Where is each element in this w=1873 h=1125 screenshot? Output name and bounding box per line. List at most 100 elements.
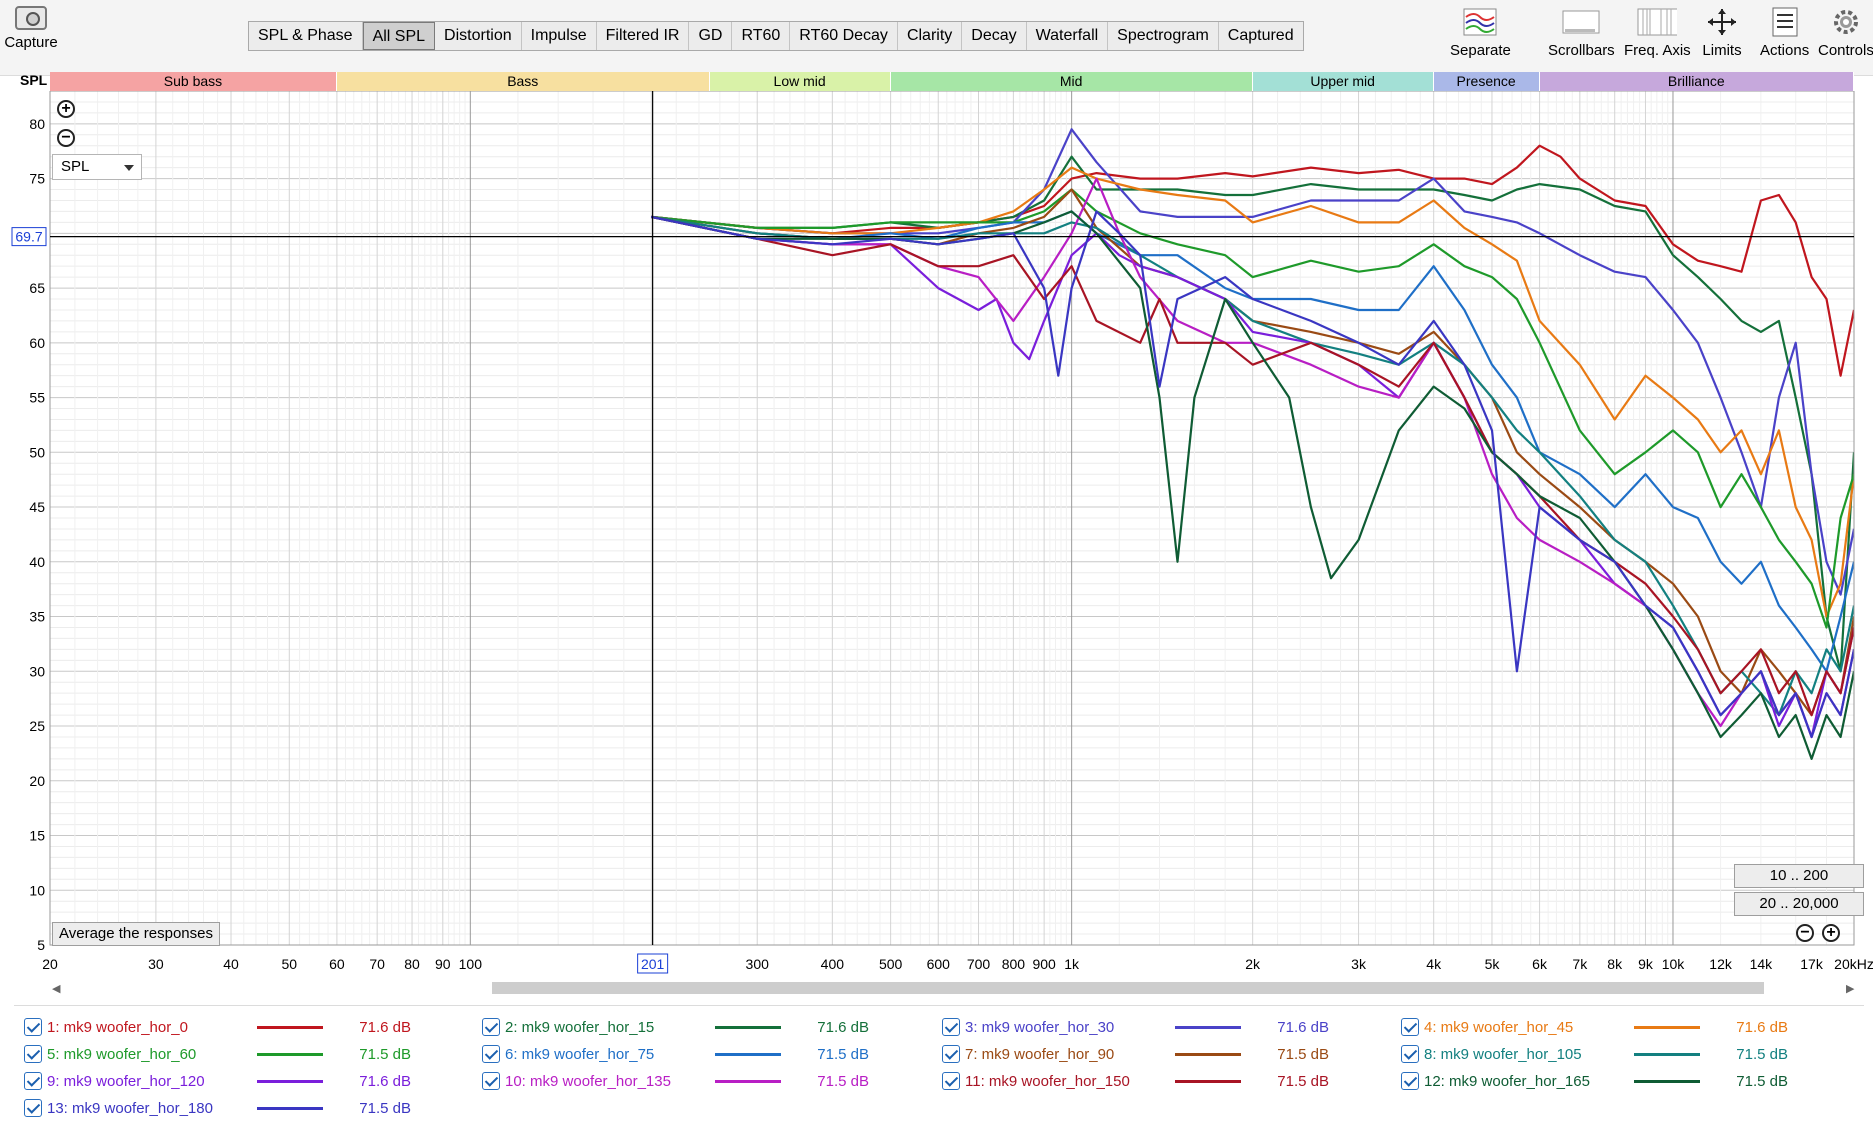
freq-axis-button[interactable]: Freq. Axis <box>1624 6 1691 59</box>
legend-item[interactable]: 12: mk9 woofer_hor_165 71.5 dB <box>1401 1070 1788 1092</box>
tab-waterfall[interactable]: Waterfall <box>1027 22 1109 50</box>
controls-button[interactable]: Controls <box>1818 6 1873 59</box>
series-line-11 <box>651 215 1854 717</box>
legend-checkbox[interactable] <box>24 1018 42 1036</box>
camera-icon <box>15 6 47 30</box>
y-tick-label: 10 <box>29 882 45 898</box>
horizontal-scrollbar[interactable]: ◀ ▶ <box>50 979 1862 997</box>
scrollbars-label: Scrollbars <box>1548 42 1615 59</box>
cursor-x-box <box>637 953 669 974</box>
range-10-200-button[interactable]: 10 .. 200 <box>1734 864 1864 888</box>
capture-button[interactable]: Capture <box>0 6 62 51</box>
spl-chart[interactable]: 80 75 70 65 60 55 50 45 40 35 30 25 20 15 10 5 20 30 40 50 6… <box>0 90 1873 979</box>
actions-button[interactable]: Actions <box>1760 6 1809 59</box>
y-tick-label: 60 <box>29 335 45 351</box>
scrollbar-thumb[interactable] <box>492 982 1764 994</box>
x-tick-label: 50 <box>282 956 298 972</box>
tab-decay[interactable]: Decay <box>962 22 1027 50</box>
scroll-right-icon[interactable]: ▶ <box>1846 983 1855 995</box>
tab-spectrogram[interactable]: Spectrogram <box>1108 22 1219 50</box>
x-zoom-in-icon[interactable]: + <box>1822 924 1840 942</box>
gear-icon <box>1826 6 1866 38</box>
legend-item[interactable]: 8: mk9 woofer_hor_105 71.5 dB <box>1401 1043 1788 1065</box>
legend-level: 71.5 dB <box>1736 1045 1788 1063</box>
chart-area[interactable]: 80 75 70 65 60 55 50 45 40 35 30 25 20 15 10 5 20 30 40 50 6… <box>0 90 1873 983</box>
legend-item[interactable]: 1: mk9 woofer_hor_0 71.6 dB <box>24 1016 411 1038</box>
legend-level: 71.6 dB <box>1277 1018 1329 1036</box>
plot-frame <box>49 90 1855 946</box>
legend-checkbox[interactable] <box>482 1072 500 1090</box>
legend-level: 71.5 dB <box>1277 1045 1329 1063</box>
tab-impulse[interactable]: Impulse <box>522 22 597 50</box>
legend-swatch <box>1175 1025 1241 1029</box>
y-tick-label: 25 <box>29 718 45 734</box>
y-tick-label: 50 <box>29 444 45 460</box>
limits-button[interactable]: Limits <box>1702 6 1742 59</box>
legend-swatch <box>1634 1052 1700 1056</box>
tab-captured[interactable]: Captured <box>1227 27 1294 44</box>
legend-checkbox[interactable] <box>482 1045 500 1063</box>
range-20-20000-button[interactable]: 20 .. 20,000 <box>1734 892 1864 916</box>
separate-label: Separate <box>1450 42 1511 59</box>
average-responses-button[interactable]: Average the responses <box>52 922 220 946</box>
tab-gd[interactable]: GD <box>689 22 733 50</box>
legend-item[interactable]: 2: mk9 woofer_hor_15 71.6 dB <box>482 1016 869 1038</box>
legend-checkbox[interactable] <box>1401 1072 1419 1090</box>
legend-swatch <box>257 1079 323 1083</box>
legend-checkbox[interactable] <box>24 1099 42 1117</box>
legend-item[interactable]: 6: mk9 woofer_hor_75 71.5 dB <box>482 1043 869 1065</box>
x-tick-label: 7k <box>1572 956 1588 972</box>
zoom-out-icon[interactable]: − <box>57 129 75 147</box>
legend-item[interactable]: 10: mk9 woofer_hor_135 71.5 dB <box>482 1070 869 1092</box>
legend-swatch <box>257 1106 323 1110</box>
legend-checkbox[interactable] <box>24 1045 42 1063</box>
y-tick-label: 30 <box>29 663 45 679</box>
legend-level: 71.6 dB <box>359 1018 411 1036</box>
x-zoom-out-icon[interactable]: − <box>1796 924 1814 942</box>
scrollbars-button[interactable]: Scrollbars <box>1548 6 1615 59</box>
frequency-bands: Sub bass Bass Low mid Mid Upper mid Presence B… <box>50 72 1854 91</box>
legend-checkbox[interactable] <box>942 1045 960 1063</box>
series-line-6 <box>651 210 1854 673</box>
x-tick-label: 1k <box>1064 956 1080 972</box>
separate-button[interactable]: Separate <box>1450 6 1511 59</box>
scroll-left-icon[interactable]: ◀ <box>52 983 61 995</box>
series-line-2 <box>651 155 1854 673</box>
zoom-in-icon[interactable]: + <box>57 100 75 118</box>
band-low-mid: Low mid <box>709 72 891 91</box>
tab-distortion[interactable]: Distortion <box>435 22 522 50</box>
tab-filtered-ir[interactable]: Filtered IR <box>597 22 690 50</box>
legend-checkbox[interactable] <box>24 1072 42 1090</box>
legend-item[interactable]: 9: mk9 woofer_hor_120 71.6 dB <box>24 1070 411 1092</box>
band-bass: Bass <box>336 72 710 91</box>
legend-checkbox[interactable] <box>482 1018 500 1036</box>
tab-rt60[interactable]: RT60 <box>732 22 791 50</box>
legend-swatch <box>715 1025 781 1029</box>
legend-checkbox[interactable] <box>942 1072 960 1090</box>
cursor-y-box <box>11 227 47 247</box>
legend-checkbox[interactable] <box>1401 1018 1419 1036</box>
freq-axis-label: Freq. Axis <box>1624 42 1691 59</box>
tab-rt60-decay[interactable]: RT60 Decay <box>790 22 898 50</box>
cursor-x-readout: 201 <box>641 956 665 972</box>
legend-item[interactable]: 4: mk9 woofer_hor_45 71.6 dB <box>1401 1016 1788 1038</box>
x-tick-label: 600 <box>927 956 951 972</box>
x-tick-label: 8k <box>1607 956 1623 972</box>
tab-spl-phase[interactable]: SPL & Phase <box>249 22 363 50</box>
legend-checkbox[interactable] <box>1401 1045 1419 1063</box>
legend-item[interactable]: 13: mk9 woofer_hor_180 71.5 dB <box>24 1097 411 1119</box>
legend-item[interactable]: 7: mk9 woofer_hor_90 71.5 dB <box>942 1043 1329 1065</box>
spl-select[interactable]: SPL <box>52 154 142 180</box>
tab-clarity[interactable]: Clarity <box>898 22 963 50</box>
x-tick-label: 60 <box>329 956 345 972</box>
legend-item[interactable]: 5: mk9 woofer_hor_60 71.5 dB <box>24 1043 411 1065</box>
legend-checkbox[interactable] <box>942 1018 960 1036</box>
legend-item[interactable]: 3: mk9 woofer_hor_30 71.6 dB <box>942 1016 1329 1038</box>
legend-item[interactable]: 11: mk9 woofer_hor_150 71.5 dB <box>942 1070 1329 1092</box>
x-tick-label: 400 <box>821 956 845 972</box>
x-tick-label: 6k <box>1532 956 1548 972</box>
tab-all-spl[interactable]: All SPL <box>362 22 436 50</box>
series-line-7 <box>651 188 1854 717</box>
cursor-y-readout: 69.7 <box>15 229 42 245</box>
legend-swatch <box>715 1079 781 1083</box>
